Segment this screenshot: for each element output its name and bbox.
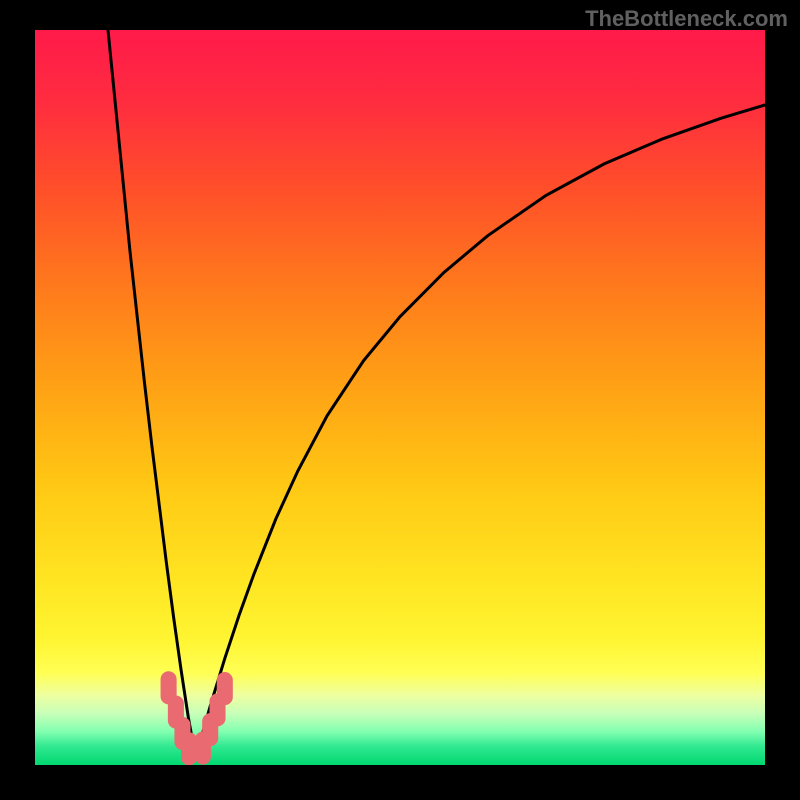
curve-left-branch [108,30,196,758]
chart-container: TheBottleneck.com [0,0,800,800]
watermark-text: TheBottleneck.com [585,6,788,32]
marker-group [161,671,233,765]
curve-right-branch [196,105,765,758]
curve-layer [35,30,765,765]
marker-point [217,672,233,705]
marker-point [181,732,197,765]
plot-area [35,30,765,765]
